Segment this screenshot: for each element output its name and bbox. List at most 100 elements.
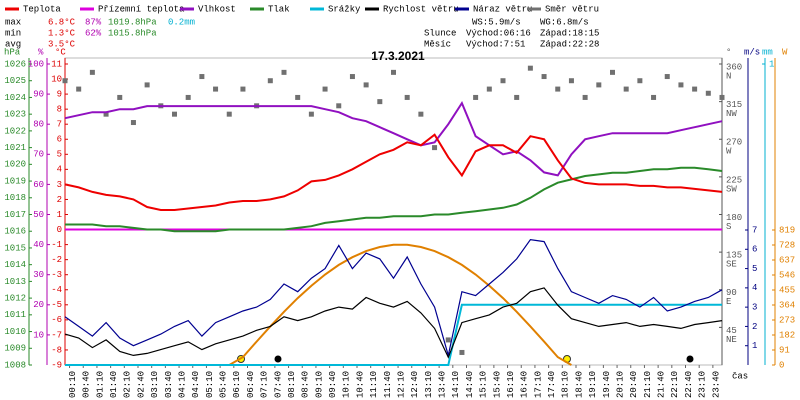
y-tick-label: 1010 bbox=[4, 327, 26, 337]
x-tick-label: 21:40 bbox=[657, 371, 667, 398]
scatter-point bbox=[486, 86, 492, 92]
axis-unit: W bbox=[782, 47, 788, 57]
y-tick-label: 1020 bbox=[4, 160, 26, 170]
compass-label: SW bbox=[726, 184, 737, 194]
compass-label: SE bbox=[726, 260, 737, 270]
scatter-point bbox=[322, 86, 328, 92]
y-tick-label: 0 bbox=[57, 225, 62, 235]
scatter-point bbox=[391, 69, 396, 75]
axis-unit: mm bbox=[762, 47, 773, 57]
y-tick-label: 1015 bbox=[4, 243, 26, 253]
scatter-point bbox=[267, 78, 273, 84]
scatter-point bbox=[651, 94, 657, 100]
y-tick-label: 5 bbox=[57, 150, 62, 160]
y-tick-label: 90 bbox=[33, 89, 44, 99]
x-tick-label: 01:40 bbox=[109, 371, 119, 398]
legend-label: Vlhkost bbox=[198, 4, 236, 14]
y-tick-label: -1 bbox=[51, 240, 62, 250]
y-tick-label: 5 bbox=[752, 264, 757, 274]
y-tick-label: 546 bbox=[779, 270, 795, 280]
scatter-point bbox=[103, 111, 109, 117]
scatter-point bbox=[281, 69, 287, 75]
stat-label: max bbox=[5, 17, 21, 27]
moonrise: Východ:7:51 bbox=[466, 39, 525, 49]
y-tick-label: 455 bbox=[779, 285, 795, 295]
y-tick-label: 91 bbox=[779, 345, 790, 355]
y-tick-label: 1011 bbox=[4, 310, 26, 320]
x-tick-label: 11:10 bbox=[369, 371, 379, 398]
y-tick-label: 4 bbox=[752, 283, 757, 293]
x-tick-label: 21:10 bbox=[643, 371, 653, 398]
x-tick-label: 10:40 bbox=[355, 371, 365, 398]
y-tick-label: 10 bbox=[33, 330, 44, 340]
scatter-point bbox=[240, 86, 246, 92]
axis-unit: % bbox=[38, 47, 44, 57]
sun-label: Slunce bbox=[424, 28, 456, 38]
legend-label: Teplota bbox=[23, 4, 61, 14]
series-line bbox=[64, 100, 723, 177]
scatter-point bbox=[418, 111, 424, 117]
moon-label: Měsíc bbox=[424, 39, 451, 49]
y-tick-label: 45 bbox=[726, 326, 737, 336]
scatter-point bbox=[610, 69, 615, 75]
y-tick-label: 360 bbox=[726, 62, 742, 72]
x-tick-label: 20:10 bbox=[615, 371, 625, 398]
y-tick-label: 30 bbox=[33, 270, 44, 280]
y-tick-label: 1012 bbox=[4, 293, 26, 303]
scatter-point bbox=[541, 74, 547, 80]
y-tick-label: 0 bbox=[779, 360, 784, 370]
y-tick-label: 273 bbox=[779, 315, 795, 325]
legend-label: Rychlost větru bbox=[383, 4, 459, 14]
stat-value: 6.8°C bbox=[48, 17, 76, 27]
scatter-point bbox=[76, 86, 82, 92]
y-tick-label: 100 bbox=[28, 59, 44, 69]
x-tick-label: 07:10 bbox=[260, 371, 270, 398]
y-tick-label: 11 bbox=[51, 59, 62, 69]
y-tick-label: 637 bbox=[779, 255, 795, 265]
y-tick-label: 182 bbox=[779, 330, 795, 340]
scatter-point bbox=[500, 78, 506, 84]
scatter-point bbox=[144, 82, 150, 88]
axis-unit: ° bbox=[726, 47, 731, 57]
y-tick-label: 1026 bbox=[4, 59, 26, 69]
y-tick-label: 20 bbox=[33, 300, 44, 310]
x-tick-label: 12:40 bbox=[410, 371, 420, 398]
x-tick-label: 14:40 bbox=[465, 371, 475, 398]
x-tick-label: 09:10 bbox=[314, 371, 324, 398]
y-tick-label: -6 bbox=[51, 315, 62, 325]
y-tick-label: 2 bbox=[752, 322, 757, 332]
y-tick-label: 10 bbox=[51, 74, 62, 84]
x-tick-label: 22:10 bbox=[670, 371, 680, 398]
chart-title: 17.3.2021 bbox=[371, 49, 425, 63]
compass-label: N bbox=[726, 71, 731, 81]
x-tick-label: 05:40 bbox=[219, 371, 229, 398]
scatter-point bbox=[514, 94, 520, 100]
scatter-point bbox=[404, 94, 410, 100]
legend-label: Směr větru bbox=[545, 4, 599, 14]
compass-label: NE bbox=[726, 335, 737, 345]
wind-speed-stat: WS:5.9m/s bbox=[472, 17, 521, 27]
legend-label: Tlak bbox=[268, 4, 290, 14]
y-tick-label: 1023 bbox=[4, 110, 26, 120]
compass-label: S bbox=[726, 222, 731, 232]
y-tick-label: 1019 bbox=[4, 176, 26, 186]
axis-unit: hPa bbox=[4, 47, 21, 57]
scatter-point bbox=[349, 74, 355, 80]
y-tick-label: -8 bbox=[51, 345, 62, 355]
y-tick-label: 315 bbox=[726, 100, 742, 110]
y-tick-label: 364 bbox=[779, 300, 795, 310]
y-tick-label: 1013 bbox=[4, 277, 26, 287]
stat-value: 0.2mm bbox=[168, 17, 195, 27]
wind-gust-stat: WG:6.8m/s bbox=[540, 17, 589, 27]
x-tick-label: 19:10 bbox=[588, 371, 598, 398]
scatter-point bbox=[377, 99, 383, 105]
x-tick-label: 18:40 bbox=[574, 371, 584, 398]
y-tick-label: 7 bbox=[752, 225, 757, 235]
y-tick-label: 1025 bbox=[4, 76, 26, 86]
stat-value: 1015.8hPa bbox=[108, 28, 157, 38]
x-tick-label: 04:10 bbox=[177, 371, 187, 398]
x-tick-label: 03:10 bbox=[150, 371, 160, 398]
x-tick-label: 23:10 bbox=[698, 371, 708, 398]
